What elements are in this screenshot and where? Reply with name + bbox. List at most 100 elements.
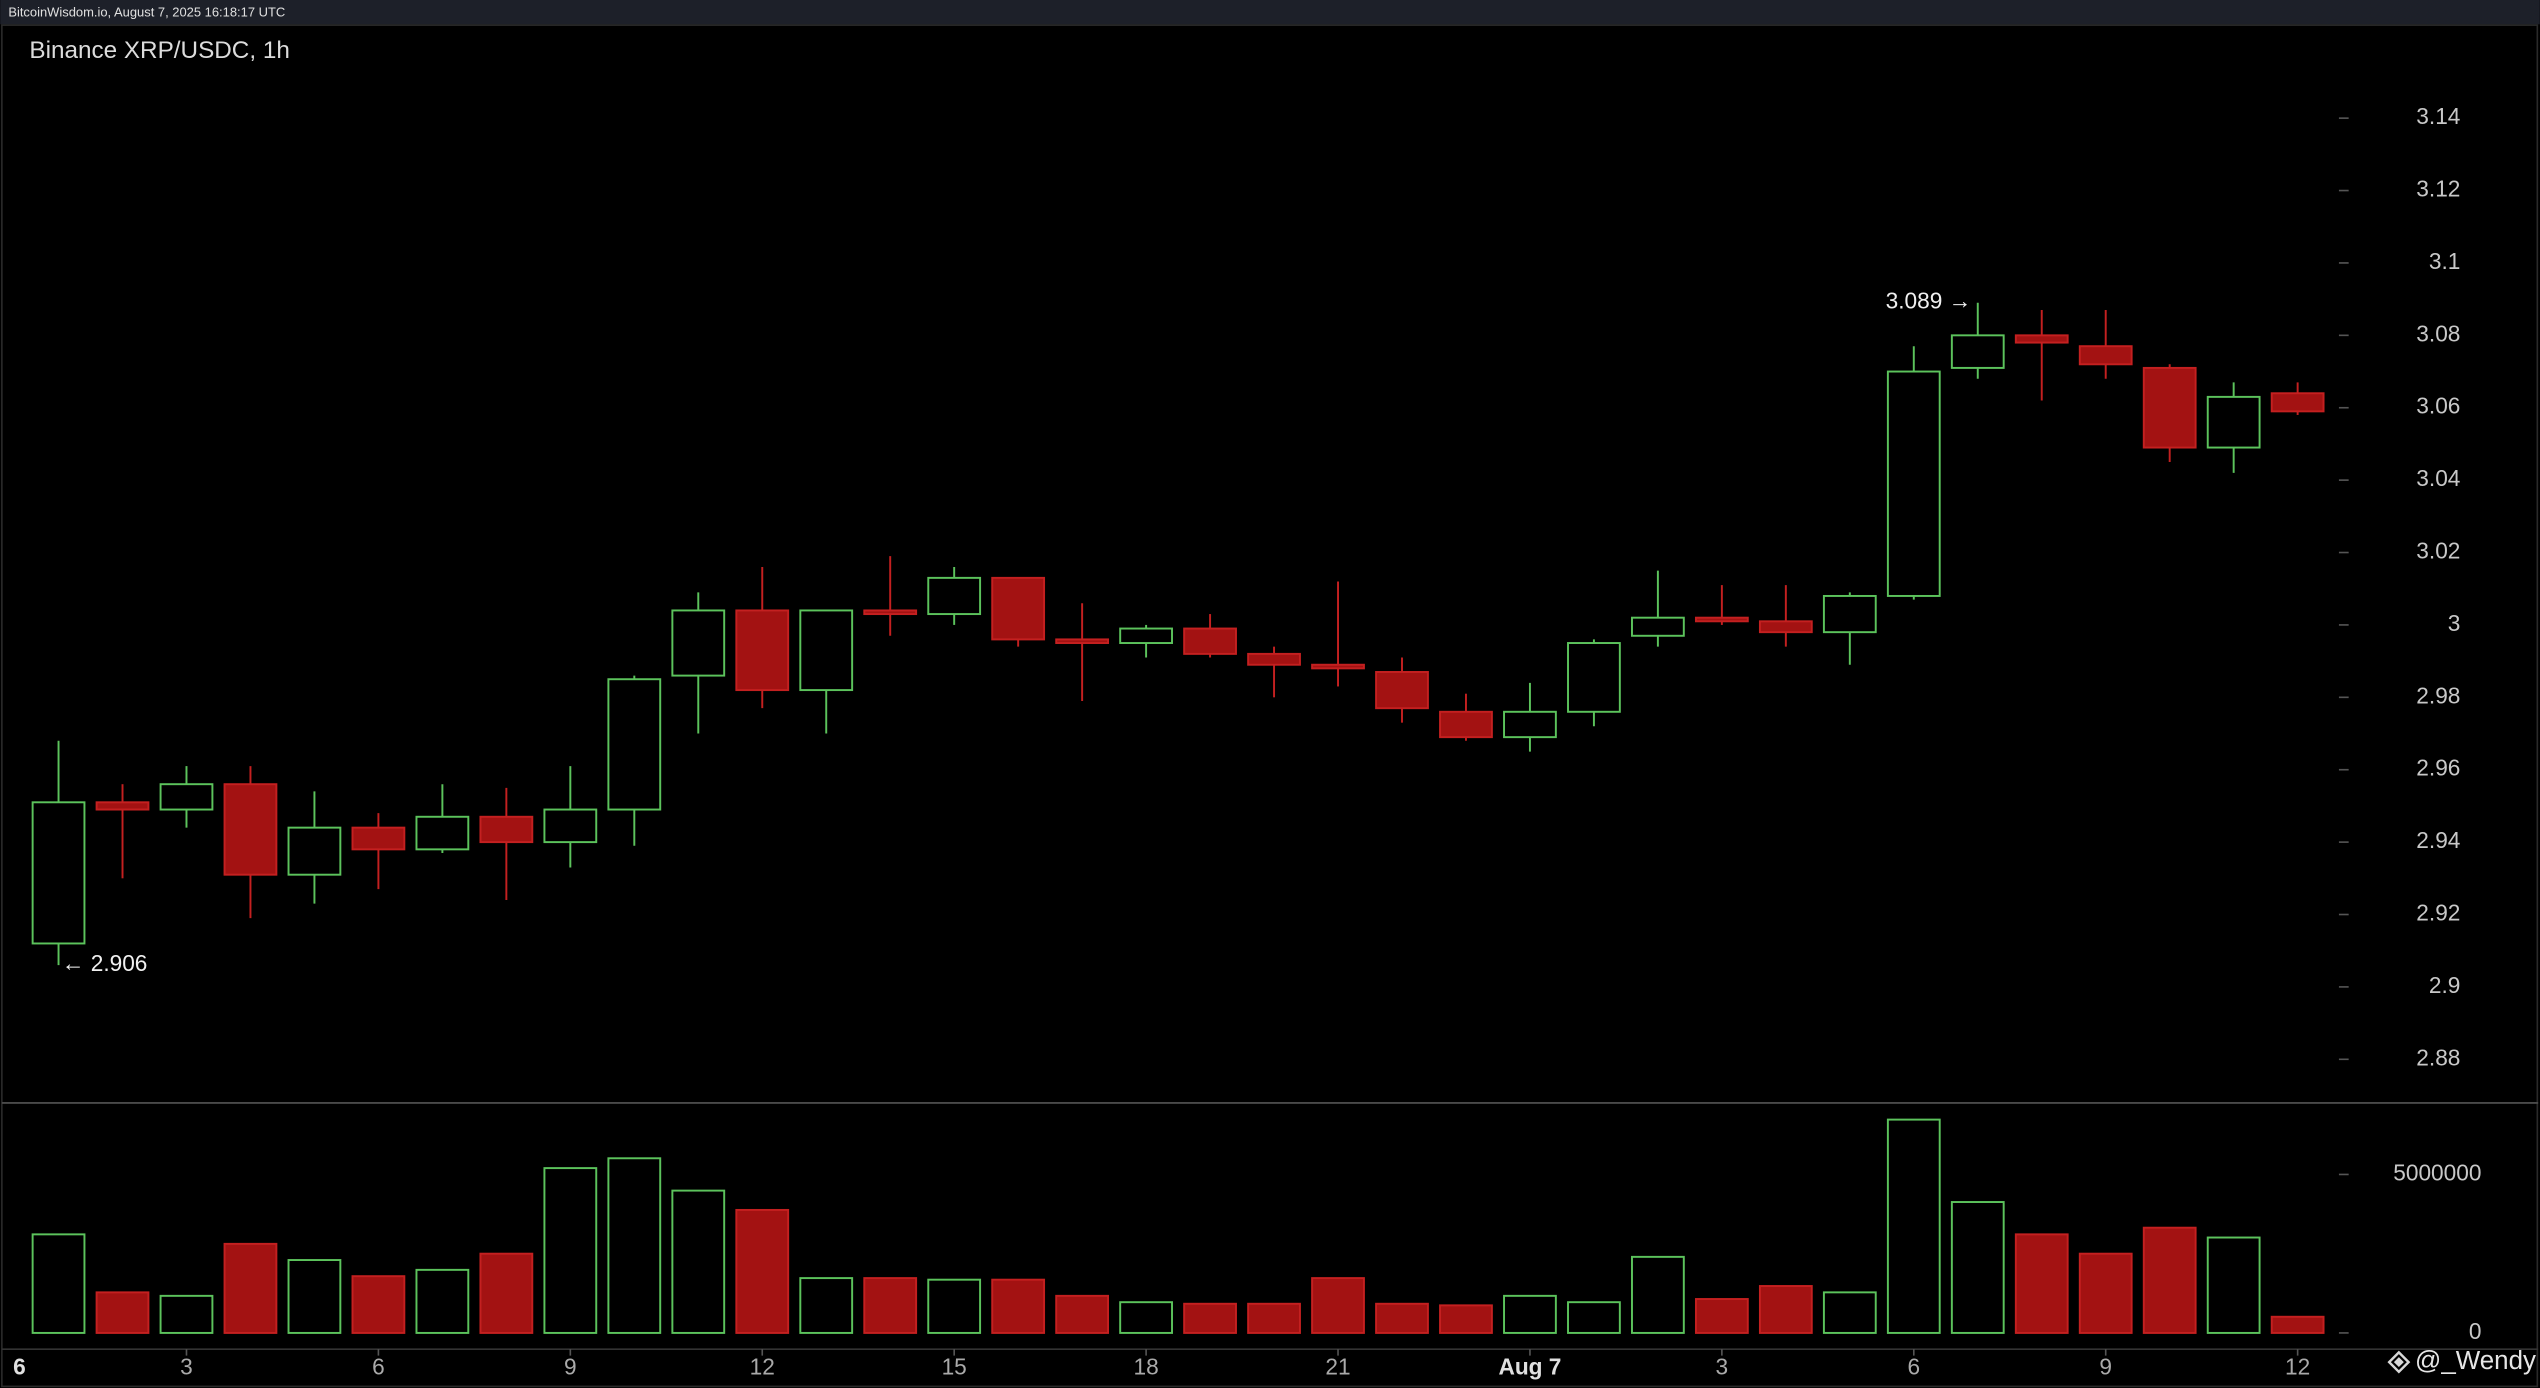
volume-bar xyxy=(1183,1302,1237,1334)
candle-body xyxy=(2270,392,2325,413)
candle-body xyxy=(2078,345,2133,366)
y-tick-label: 3.08 xyxy=(2416,320,2460,346)
y-tick-label: 2.98 xyxy=(2416,682,2460,708)
x-tick-label: 15 xyxy=(942,1354,967,1380)
volume-bar xyxy=(2014,1233,2069,1334)
volume-bar xyxy=(1758,1285,1813,1334)
header-text: BitcoinWisdom.io, August 7, 2025 16:18:1… xyxy=(8,4,285,19)
x-tick-label: 12 xyxy=(2285,1354,2310,1380)
candle-body xyxy=(1886,370,1941,597)
watermark: @_Wendy xyxy=(2415,1347,2536,1375)
candle-body xyxy=(1119,627,1173,644)
volume-tick-label: 5000000 xyxy=(2393,1159,2481,1185)
volume-bar xyxy=(2270,1315,2325,1334)
candle-body xyxy=(2142,366,2197,449)
volume-bar xyxy=(927,1278,982,1334)
volume-bar xyxy=(1822,1291,1877,1334)
candle-body xyxy=(1567,642,1621,713)
candle-body xyxy=(223,783,278,876)
y-tick-label: 2.94 xyxy=(2416,827,2460,853)
y-tick-label: 3 xyxy=(2448,610,2461,636)
candle-body xyxy=(927,576,982,616)
y-tick-label: 3.12 xyxy=(2416,176,2460,202)
candle-body xyxy=(1822,594,1877,634)
candle-body xyxy=(735,609,790,692)
volume-tick-label: 0 xyxy=(2469,1318,2482,1344)
y-tick-label: 3.14 xyxy=(2416,103,2460,129)
y-tick-label: 2.96 xyxy=(2416,755,2460,781)
x-tick-label: 3 xyxy=(180,1354,193,1380)
candle-body xyxy=(799,609,854,692)
candle-body xyxy=(1758,620,1813,634)
candle-body xyxy=(1950,334,2005,369)
x-tick-label: Aug 7 xyxy=(1498,1354,1561,1380)
y-tick-label: 3.04 xyxy=(2416,465,2460,491)
volume-bar xyxy=(1119,1301,1173,1334)
candle-body xyxy=(671,609,726,677)
volume-bar xyxy=(1375,1302,1429,1334)
candle-body xyxy=(1375,671,1429,710)
volume-bar xyxy=(1055,1294,1110,1334)
x-tick-label: 18 xyxy=(1133,1354,1158,1380)
x-tick-label: 9 xyxy=(564,1354,577,1380)
volume-bar xyxy=(1950,1201,2005,1334)
candle-body xyxy=(1311,663,1365,670)
volume-bar xyxy=(1311,1277,1365,1334)
x-tick-label: 21 xyxy=(1325,1354,1350,1380)
candle-body xyxy=(607,678,662,811)
volume-bar xyxy=(159,1294,214,1334)
volume-bar xyxy=(31,1233,86,1334)
candle-body xyxy=(2014,334,2069,344)
candle-body xyxy=(991,576,1046,641)
volume-bar xyxy=(479,1252,534,1334)
candle-body xyxy=(95,801,150,811)
candle-body xyxy=(543,808,598,844)
x-tick-label: 9 xyxy=(2099,1354,2112,1380)
candle-body xyxy=(415,815,470,851)
candle-body xyxy=(1055,638,1110,644)
candle-body xyxy=(2206,395,2261,449)
candle-body xyxy=(159,783,214,811)
volume-bar xyxy=(1567,1301,1621,1334)
volume-bar xyxy=(2078,1252,2133,1334)
y-tick-label: 3.02 xyxy=(2416,538,2460,564)
volume-bar xyxy=(1247,1302,1301,1334)
volume-bar xyxy=(287,1259,342,1334)
candle-body xyxy=(1503,710,1557,739)
x-tick-label: 6 xyxy=(372,1354,385,1380)
watermark-logo xyxy=(2387,1350,2411,1374)
price-annotation: 3.089 → xyxy=(1886,288,1972,314)
y-tick-label: 3.1 xyxy=(2429,248,2461,274)
candle-body xyxy=(1631,616,1685,637)
x-tick-label: 12 xyxy=(750,1354,775,1380)
volume-bar xyxy=(991,1278,1046,1334)
volume-bar xyxy=(95,1291,150,1334)
x-tick-label: 6 xyxy=(13,1354,26,1380)
volume-bar xyxy=(223,1242,278,1334)
volume-bar xyxy=(1503,1294,1557,1334)
volume-bar xyxy=(799,1277,854,1334)
volume-bar xyxy=(543,1167,598,1334)
candle-body xyxy=(31,801,86,945)
y-tick-label: 2.9 xyxy=(2429,972,2461,998)
volume-bar xyxy=(1694,1298,1749,1334)
chart-title: Binance XRP/USDC, 1h xyxy=(29,37,289,64)
y-tick-label: 3.06 xyxy=(2416,393,2460,419)
candle-body xyxy=(1247,652,1301,666)
volume-bar xyxy=(735,1208,790,1334)
candle-body xyxy=(1694,616,1749,623)
volume-bar xyxy=(1631,1255,1685,1334)
volume-bar xyxy=(1439,1304,1493,1334)
x-tick-label: 3 xyxy=(1716,1354,1729,1380)
volume-bar xyxy=(671,1189,726,1334)
volume-bar xyxy=(2142,1226,2197,1334)
x-tick-label: 6 xyxy=(1907,1354,1920,1380)
volume-bar xyxy=(415,1268,470,1334)
volume-bar xyxy=(1886,1118,1941,1334)
candle-body xyxy=(479,815,534,844)
candle-body xyxy=(1183,627,1237,655)
frame xyxy=(1,24,2539,1388)
candle-body xyxy=(1439,710,1493,739)
